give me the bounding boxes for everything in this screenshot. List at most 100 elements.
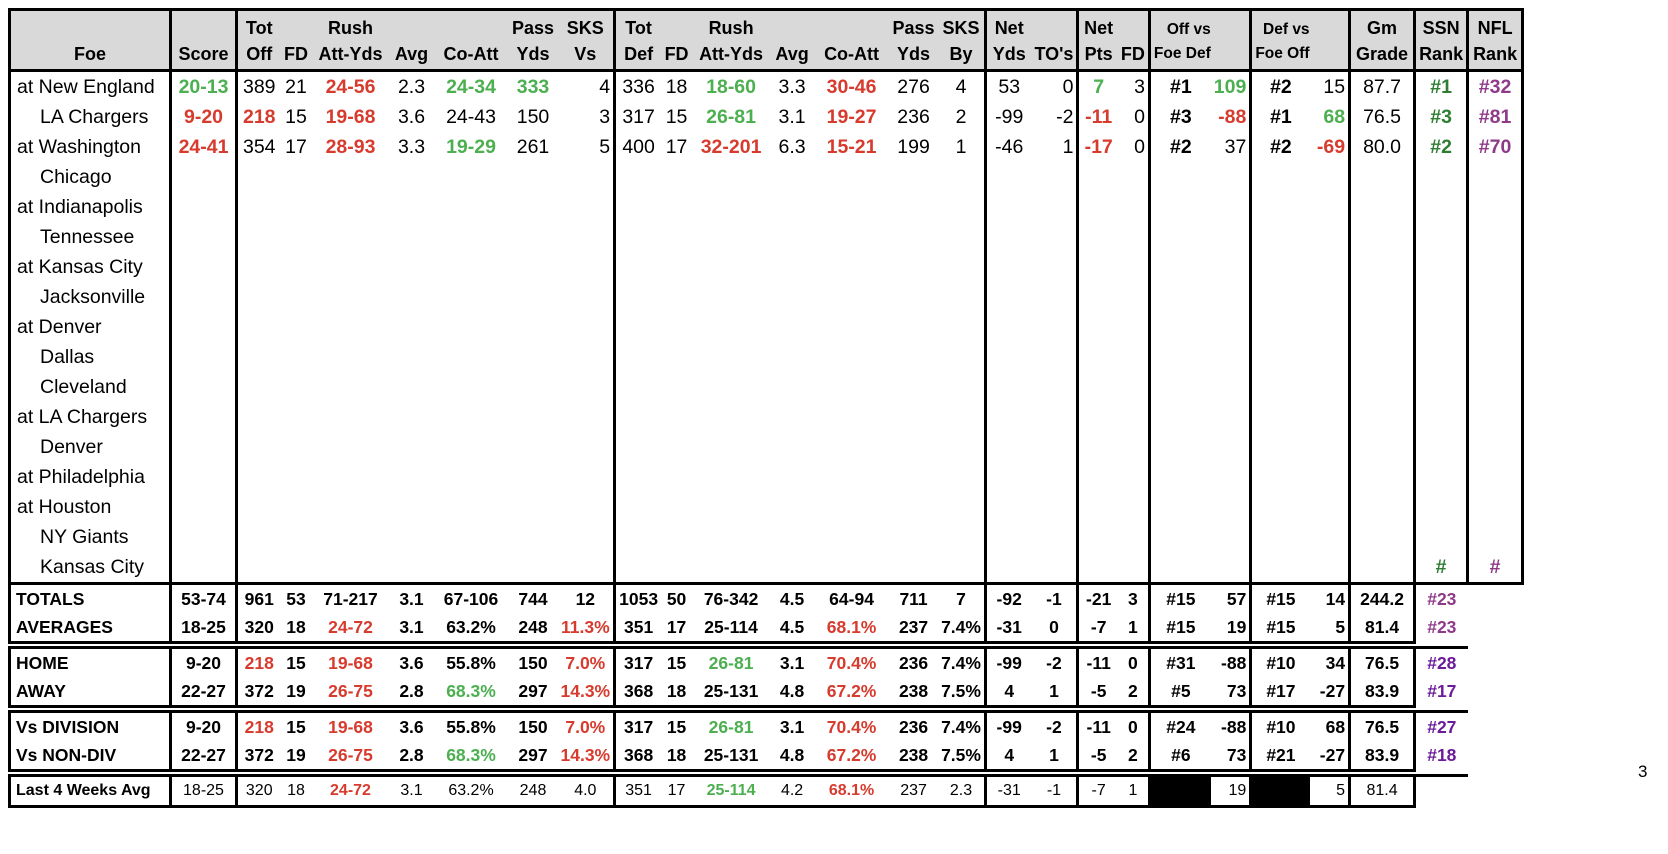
game-cell [1251,492,1310,522]
summary-cell: 68.3% [433,677,509,708]
summary-cell: #15 [1149,613,1211,644]
game-cell: #1 [1169,75,1192,98]
game-cell [985,282,1031,312]
game-cell [1414,462,1470,492]
game-cell [1078,312,1118,342]
game-cell: #1 [1414,70,1470,102]
game-cell [1210,312,1253,342]
summary-cell: 83.9 [1349,677,1417,708]
game-cell [985,342,1031,372]
header-cell: TO's [1031,39,1080,72]
game-cell [1467,492,1525,522]
game-cell [1149,402,1210,432]
header-cell: Def vs [1250,8,1310,39]
summary-cell: 0 [1117,646,1151,677]
row-separator [9,642,1523,648]
game-cell: -2 [1031,102,1080,132]
game-cell [312,312,390,342]
game-cell [661,282,692,312]
game-cell [312,282,390,312]
summary-cell: 25-114 [692,774,771,808]
game-cell [1414,522,1470,552]
game-cell [814,522,889,552]
summary-cell: 236 [889,646,939,677]
game-cell [1149,372,1210,402]
game-cell [615,372,661,402]
game-cell [1349,252,1417,282]
game-cell [312,402,390,432]
game-cell [509,342,558,372]
game-cell: 19-29 [446,135,496,158]
summary-cell: -99 [985,646,1032,677]
game-cell [509,492,558,522]
game-cell [661,552,693,585]
summary-cell: 961 [236,582,281,613]
game-cell [170,162,238,192]
game-cell [1467,522,1525,552]
game-cell: 76.5 [1349,102,1417,132]
header-cell [433,8,509,39]
summary-cell: -1 [1031,774,1080,808]
summary-cell: 372 [236,741,281,772]
game-cell [1117,192,1151,222]
empty-cell [1468,776,1523,807]
game-cell: 333 [516,75,550,98]
summary-cell: 237 [889,613,939,644]
summary-cell: 4.0 [557,774,617,808]
game-cell [1149,252,1210,282]
foe-name: at Denver [8,312,172,342]
game-cell [1414,162,1470,192]
summary-cell: 317 [614,710,662,741]
header-cell [814,8,890,39]
game-cell [170,372,238,402]
foe-name: Kansas City [8,552,172,585]
game-cell [889,342,938,372]
game-cell [614,552,662,585]
summary-label: TOTALS [8,582,172,613]
game-cell [938,282,987,312]
summary-cell [1250,774,1310,808]
game-cell [1117,342,1151,372]
game-cell [281,192,312,222]
summary-cell: 7 [938,582,987,613]
header-cell: Att-Yds [311,39,390,72]
game-cell [281,372,312,402]
game-cell [661,312,692,342]
summary-cell: 22-27 [170,741,238,772]
summary-cell: 26-75 [311,677,390,708]
summary-cell: 15 [280,710,312,741]
header-cell: Rank [1414,39,1470,72]
summary-cell: 67.2% [814,677,890,708]
game-cell [1117,372,1151,402]
game-cell [615,162,661,192]
game-cell [889,312,938,342]
game-cell: -11 [1085,105,1113,128]
game-cell [237,432,281,462]
game-cell [1467,312,1525,342]
header-cell: Score [170,39,238,72]
summary-cell: -27 [1309,677,1352,708]
game-cell [1031,342,1080,372]
summary-cell: 70.4% [814,646,890,677]
summary-cell: 368 [614,741,662,772]
header-cell [770,8,815,39]
game-cell: 389 [242,75,276,98]
game-cell [770,432,814,462]
game-cell [237,252,281,282]
game-cell [557,522,617,552]
game-cell: 24-56 [325,75,376,98]
summary-cell: 81.4 [1349,613,1417,644]
summary-cell: #6 [1149,741,1211,772]
header-cell: Co-Att [814,39,890,72]
summary-row: HOME 9-20 218 15 19-68 3.6 55.8% 150 7.0% 317 15 26… [8,646,1523,677]
game-cell [1149,342,1210,372]
game-cell [938,462,987,492]
game-cell: 3.3 [778,75,806,98]
summary-cell: 4 [985,677,1032,708]
summary-cell: 320 [236,613,281,644]
game-cell [1078,342,1118,372]
summary-label: Vs NON-DIV [8,741,172,772]
foe-name: at Philadelphia [8,462,172,492]
game-cell [1251,252,1310,282]
summary-cell: 24-72 [311,613,390,644]
